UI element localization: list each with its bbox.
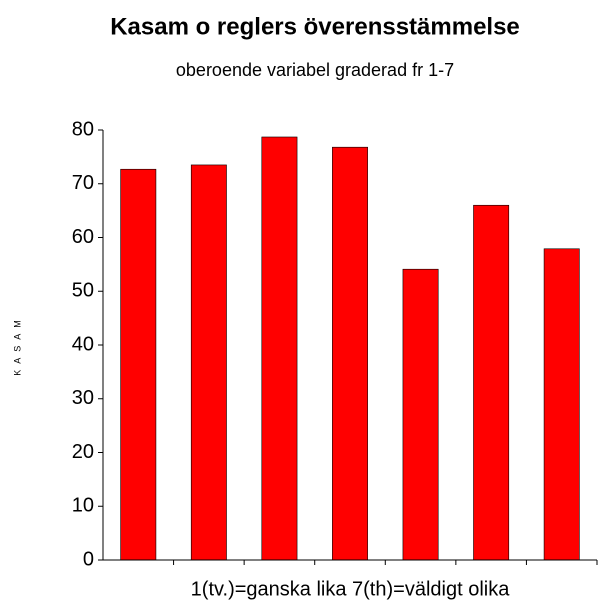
y-tick-label: 0 (83, 548, 94, 570)
y-tick-label: 30 (72, 387, 94, 409)
y-tick-label: 60 (72, 226, 94, 248)
y-tick-label: 80 (72, 118, 94, 140)
chart-title: Kasam o reglers överensstämmelse (110, 13, 520, 40)
chart-subtitle: oberoende variabel graderad fr 1-7 (176, 60, 454, 80)
y-tick-label: 40 (72, 333, 94, 355)
bar (402, 268, 439, 561)
bar (473, 204, 510, 561)
bar (261, 136, 298, 561)
bar (332, 146, 368, 561)
y-axis-label: KASAM (12, 314, 22, 376)
bar (120, 168, 157, 561)
bar (190, 164, 227, 561)
y-tick-label: 70 (72, 172, 94, 194)
bar (543, 248, 580, 561)
y-tick-label: 10 (72, 495, 94, 517)
y-tick-label: 50 (72, 280, 94, 302)
x-axis-label: 1(tv.)=ganska lika 7(th)=väldigt olika (191, 578, 511, 600)
y-tick-label: 20 (72, 441, 94, 463)
